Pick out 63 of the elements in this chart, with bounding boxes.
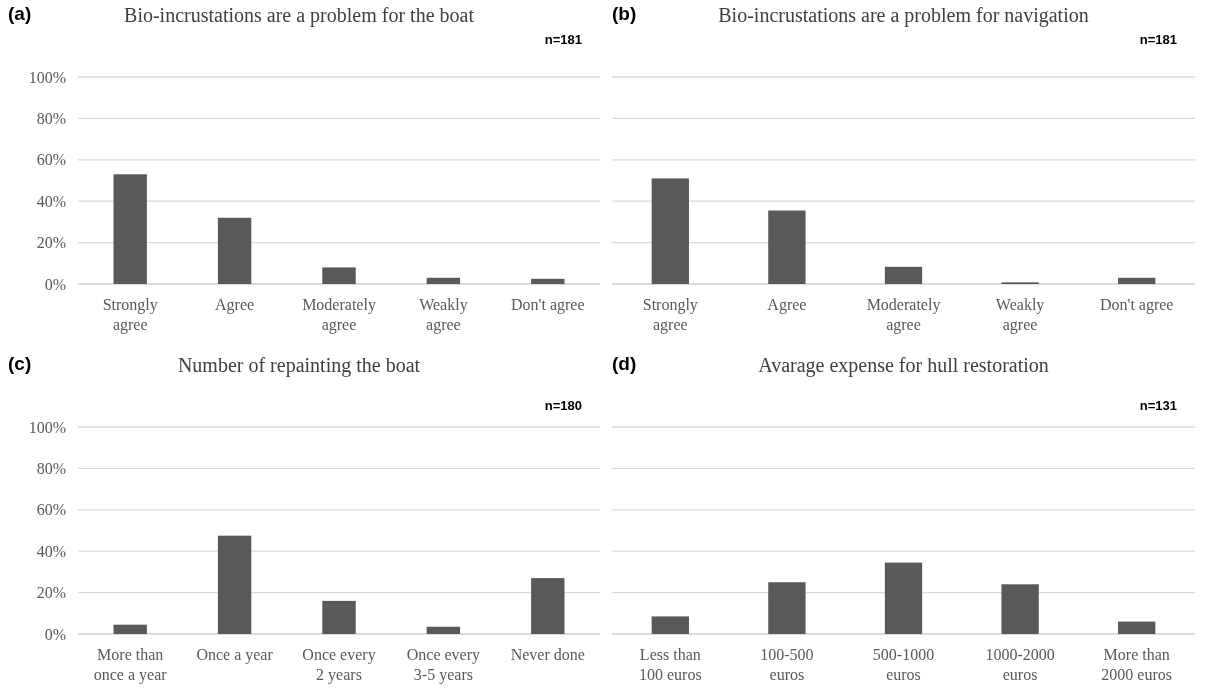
y-tick-label: 60%	[36, 501, 66, 519]
y-tick-label: 80%	[36, 460, 66, 477]
bar	[113, 174, 147, 284]
x-tick-label: 1000-2000 euros	[985, 646, 1055, 683]
y-tick-label: 0%	[44, 625, 66, 643]
bar	[651, 178, 689, 284]
chart-title: Avarage expense for hull restoration	[758, 354, 1049, 377]
bar	[217, 535, 252, 634]
x-tick-label: Once a year	[196, 646, 274, 664]
y-tick-label: 0%	[44, 275, 66, 293]
x-tick-label: Don't agree	[511, 296, 585, 314]
text: n=181	[1139, 32, 1177, 47]
bar	[651, 616, 689, 634]
chart-title: Bio-incrustations are a problem for navigation	[718, 4, 1089, 27]
chart-title: Number of repainting the boat	[177, 354, 421, 377]
bar	[322, 267, 356, 284]
x-tick-label: More than once a year	[93, 646, 168, 684]
text: n=181	[544, 32, 582, 47]
x-tick-label: Strongly agree	[102, 296, 158, 334]
x-tick-label: Weakly agree	[419, 296, 468, 334]
text: (c)	[8, 353, 32, 374]
x-tick-label: Never done	[510, 646, 585, 663]
x-tick-label: 100-500 euros	[760, 646, 814, 683]
y-tick-label: 100%	[28, 418, 66, 436]
bar	[531, 278, 565, 284]
text: (a)	[8, 3, 32, 24]
x-tick-label: Moderately agree	[302, 296, 376, 334]
x-tick-label: Weakly agree	[995, 296, 1045, 334]
x-tick-label: Less than 100 euros	[638, 646, 702, 683]
bar	[426, 626, 461, 634]
text: n=131	[1139, 398, 1177, 413]
y-tick-label: 20%	[36, 584, 66, 602]
y-tick-label: 100%	[28, 68, 66, 86]
y-tick-label: 60%	[36, 151, 66, 169]
bar	[322, 600, 356, 634]
x-tick-label: 500-1000 euros	[872, 646, 935, 683]
bar	[1118, 621, 1156, 634]
x-tick-label: Strongly agree	[642, 296, 698, 334]
x-tick-label: Agree	[215, 296, 255, 314]
bar	[1001, 584, 1039, 634]
bar	[426, 277, 461, 284]
x-tick-label: Once every 3-5 years	[406, 646, 481, 684]
x-tick-label: Moderately agree	[866, 296, 941, 334]
x-tick-label: Once every 2 years	[302, 646, 376, 684]
y-tick-label: 40%	[36, 542, 66, 560]
text: n=180	[544, 398, 582, 413]
y-tick-label: 80%	[36, 110, 66, 127]
bar	[113, 624, 147, 634]
bar	[884, 562, 923, 634]
bar	[531, 578, 565, 634]
y-tick-label: 20%	[36, 234, 66, 252]
bar	[1118, 277, 1156, 284]
text: (b)	[612, 3, 637, 24]
bar	[768, 582, 806, 634]
bar	[884, 266, 923, 284]
text: (d)	[612, 353, 637, 374]
bar	[768, 210, 806, 284]
x-tick-label: Don't agree	[1099, 296, 1174, 314]
chart-title: Bio-incrustations are a problem for the boat	[124, 4, 475, 27]
x-tick-label: Agree	[767, 296, 807, 314]
x-tick-label: More than 2000 euros	[1101, 646, 1173, 683]
bar	[217, 217, 252, 284]
y-tick-label: 40%	[36, 192, 66, 210]
